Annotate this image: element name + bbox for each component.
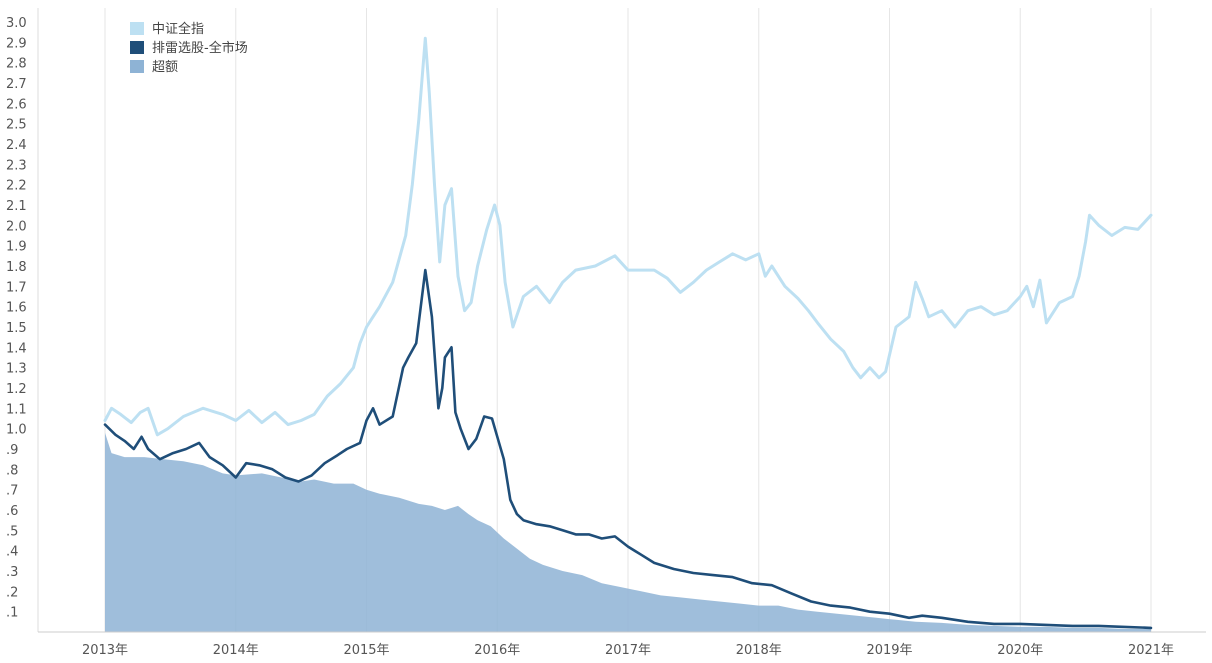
y-tick-label: .6 (6, 504, 18, 519)
y-tick-label: .1 (6, 606, 18, 621)
y-tick-label: .3 (6, 565, 18, 580)
legend-swatch (130, 60, 144, 73)
x-tick-label: 2016年 (474, 643, 520, 658)
x-tick-label: 2018年 (736, 643, 782, 658)
legend-label: 排雷选股-全市场 (152, 40, 248, 56)
grid (104, 8, 1152, 632)
y-tick-label: 1.7 (6, 280, 27, 295)
y-tick-label: 2.1 (6, 199, 27, 214)
legend-label: 中证全指 (152, 21, 204, 37)
x-axis: 2013年 2014年 2015年 2016年 2017年 2018年 2019年 2020年… (38, 631, 1206, 658)
y-tick-label: 2.4 (6, 138, 27, 153)
x-tick-label: 2015年 (343, 643, 389, 658)
y-tick-label: 1.8 (6, 260, 27, 275)
y-tick-label: .7 (6, 484, 18, 499)
line-layer (103, 36, 1153, 630)
y-tick-label: 1.4 (6, 341, 27, 356)
y-tick-label: 1.0 (6, 423, 27, 438)
legend-swatch (130, 41, 144, 54)
y-tick-label: .2 (6, 585, 18, 600)
y-tick-label: 2.6 (6, 97, 27, 112)
x-tick-label: 2019年 (866, 643, 912, 658)
y-tick-label: 2.0 (6, 219, 27, 234)
y-tick-label: 2.8 (6, 57, 27, 72)
y-tick-label: .5 (6, 524, 18, 539)
x-tick-label: 2013年 (82, 643, 128, 658)
y-tick-label: 2.9 (6, 36, 27, 51)
series-line-stock-selection (103, 268, 1153, 630)
series-line-csi-all-share (103, 36, 1153, 437)
y-tick-label: .9 (6, 443, 18, 458)
y-tick-label: 1.3 (6, 362, 27, 377)
y-tick-label: 2.2 (6, 179, 27, 194)
area-layer (105, 432, 1151, 632)
series-area-excess (105, 432, 1151, 632)
x-tick-label: 2020年 (997, 643, 1043, 658)
y-tick-label: 2.5 (6, 118, 27, 133)
y-tick-label: 2.7 (6, 77, 27, 92)
y-tick-label: .8 (6, 463, 18, 478)
y-tick-label: 1.5 (6, 321, 27, 336)
y-tick-label: 1.9 (6, 240, 27, 255)
x-tick-label: 2017年 (605, 643, 651, 658)
y-tick-label: 1.2 (6, 382, 27, 397)
y-tick-label: 1.1 (6, 402, 27, 417)
y-tick-label: 1.6 (6, 301, 27, 316)
legend-label: 超额 (152, 60, 178, 75)
x-tick-label: 2021年 (1128, 643, 1174, 658)
y-tick-label: 2.3 (6, 158, 27, 173)
legend-swatch (130, 22, 144, 35)
y-tick-label: 3.0 (6, 16, 27, 31)
y-axis: .1 .2 .3 .4 .5 .6 .7 .8 .9 1.0 1.1 1.2 1.3 1.4 1.5 1.6 1… (6, 8, 39, 632)
x-tick-label: 2014年 (213, 643, 259, 658)
y-tick-label: .4 (6, 545, 18, 560)
